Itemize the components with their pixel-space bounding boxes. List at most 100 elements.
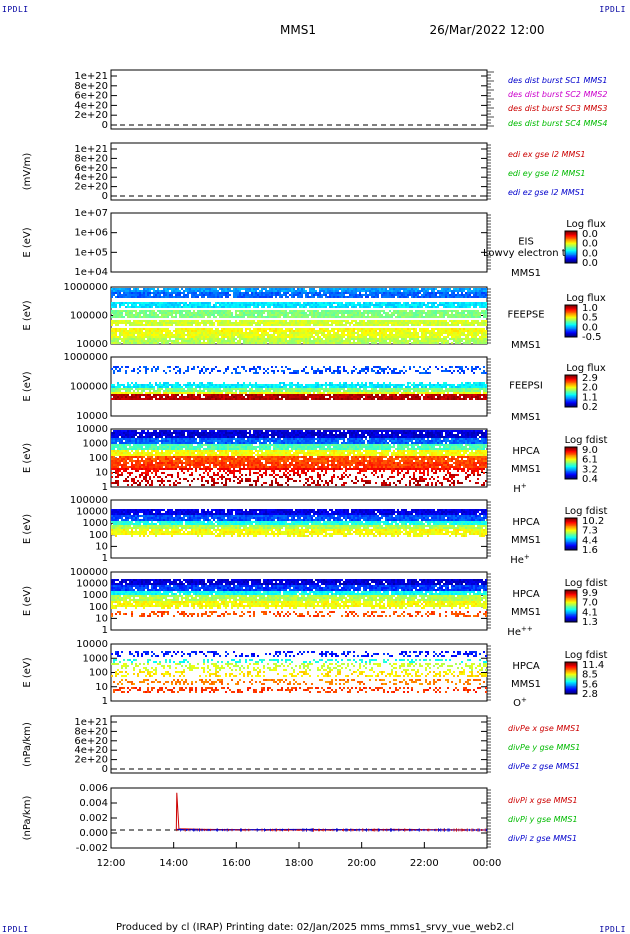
spectrogram-cell <box>275 336 277 338</box>
spectrogram-cell <box>283 316 285 318</box>
spectrogram-cell <box>141 290 143 292</box>
spectrogram-cell <box>413 320 415 322</box>
spectrogram-cell <box>303 330 305 332</box>
spectrogram-cell <box>347 312 349 314</box>
spectrogram-cell <box>243 304 245 306</box>
spectrogram-cell <box>195 386 197 388</box>
spectrogram-cell <box>383 310 385 312</box>
spectrogram-cell <box>373 288 375 290</box>
spectrogram-cell <box>127 384 129 386</box>
spectrogram-cell <box>419 340 421 342</box>
spectrogram-cell <box>447 310 449 312</box>
spectrogram-cell <box>123 322 125 324</box>
spectrogram-cell <box>481 328 483 330</box>
spectrogram-cell <box>135 302 137 304</box>
spectrogram-cell <box>271 384 273 386</box>
spectrogram-cell <box>213 396 215 398</box>
spectrogram-cell <box>397 320 399 322</box>
spectrogram-cell <box>281 336 283 338</box>
spectrogram-cell <box>183 304 185 306</box>
spectrogram-cell <box>345 288 347 290</box>
spectrogram-cell <box>161 290 163 292</box>
spectrogram-cell <box>281 332 283 334</box>
spectrogram-cell <box>205 292 207 294</box>
spectrogram-cell <box>273 342 275 344</box>
spectrogram-cell <box>425 306 427 308</box>
spectrogram-cell <box>281 394 283 396</box>
spectrogram-cell <box>179 292 181 294</box>
spectrogram-cell <box>407 322 409 324</box>
spectrogram-cell <box>157 384 159 386</box>
spectrogram-cell <box>185 396 187 398</box>
spectrogram-cell <box>159 296 161 298</box>
spectrogram-cell <box>225 316 227 318</box>
spectrogram-cell <box>273 302 275 304</box>
spectrogram-cell <box>211 384 213 386</box>
spectrogram-cell <box>179 372 181 374</box>
spectrogram-cell <box>481 340 483 342</box>
spectrogram-cell <box>231 330 233 332</box>
spectrogram-cell <box>465 316 467 318</box>
spectrogram-cell <box>405 338 407 340</box>
spectrogram-cell <box>465 324 467 326</box>
spectrogram-cell <box>421 322 423 324</box>
spectrogram-cell <box>431 316 433 318</box>
spectrogram-cell <box>163 294 165 296</box>
spectrogram-cell <box>415 304 417 306</box>
spectrogram-cell <box>277 332 279 334</box>
spectrogram-cell <box>253 306 255 308</box>
spectrogram-cell <box>283 294 285 296</box>
spectrogram-cell <box>485 332 487 334</box>
spectrogram-cell <box>237 382 239 384</box>
spectrogram-cell <box>457 302 459 304</box>
spectrogram-cell <box>281 388 283 390</box>
spectrogram-cell <box>151 392 153 394</box>
spectrogram-cell <box>299 324 301 326</box>
spectrogram-cell <box>465 294 467 296</box>
spectrogram-cell <box>117 310 119 312</box>
spectrogram-cell <box>351 312 353 314</box>
spectrogram-cell <box>235 294 237 296</box>
spectrogram-cell <box>145 328 147 330</box>
spectrogram-cell <box>309 320 311 322</box>
spectrogram-cell <box>181 332 183 334</box>
spectrogram-cell <box>197 332 199 334</box>
spectrogram-cell <box>311 332 313 334</box>
spectrogram-cell <box>385 304 387 306</box>
spectrogram-cell <box>199 328 201 330</box>
spectrogram-cell <box>285 292 287 294</box>
spectrogram-cell <box>307 334 309 336</box>
spectrogram-cell <box>321 342 323 344</box>
spectrogram-cell <box>357 310 359 312</box>
spectrogram-cell <box>349 314 351 316</box>
spectrogram-cell <box>191 398 193 400</box>
spectrogram-cell <box>263 332 265 334</box>
spectrogram-cell <box>123 292 125 294</box>
spectrogram-cell <box>427 296 429 298</box>
spectrogram-cell <box>253 384 255 386</box>
spectrogram-cell <box>321 306 323 308</box>
spectrogram-cell <box>475 294 477 296</box>
spectrogram-cell <box>291 288 293 290</box>
spectrogram-cell <box>199 396 201 398</box>
spectrogram-cell <box>151 334 153 336</box>
spectrogram-cell <box>177 388 179 390</box>
spectrogram-cell <box>283 386 285 388</box>
spectrogram-cell <box>149 304 151 306</box>
spectrogram-cell <box>267 394 269 396</box>
spectrogram-cell <box>213 368 215 370</box>
spectrogram-cell <box>353 288 355 290</box>
spectrogram-cell <box>205 388 207 390</box>
spectrogram-cell <box>295 310 297 312</box>
spectrogram-cell <box>219 314 221 316</box>
spectrogram-cell <box>397 306 399 308</box>
spectrogram-cell <box>115 320 117 322</box>
spectrogram-cell <box>127 392 129 394</box>
spectrogram-cell <box>439 340 441 342</box>
spectrogram-cell <box>125 390 127 392</box>
spectrogram-cell <box>435 336 437 338</box>
spectrogram-cell <box>417 336 419 338</box>
spectrogram-cell <box>269 322 271 324</box>
spectrogram-cell <box>111 316 113 318</box>
